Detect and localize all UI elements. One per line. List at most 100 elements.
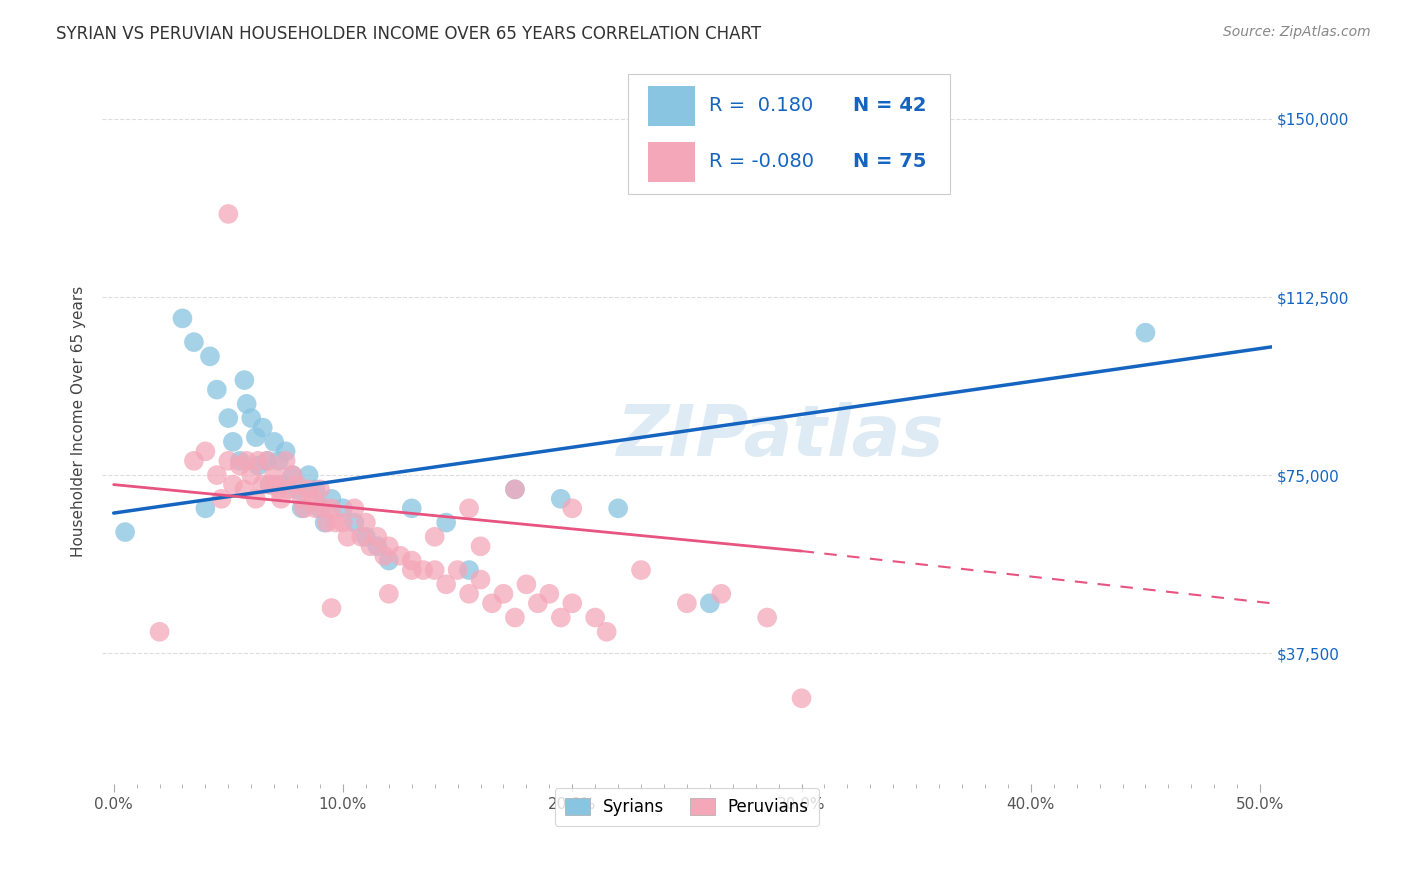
Point [209, 491, 232, 506]
Point [194, 444, 217, 458]
Point [245, 491, 267, 506]
Point [321, 501, 343, 516]
Point [297, 468, 319, 483]
Point [183, 454, 205, 468]
Point [235, 454, 257, 468]
Text: SYRIAN VS PERUVIAN HOUSEHOLDER INCOME OVER 65 YEARS CORRELATION CHART: SYRIAN VS PERUVIAN HOUSEHOLDER INCOME OV… [56, 25, 762, 43]
Point [229, 458, 252, 473]
Point [343, 501, 366, 516]
Point [281, 468, 304, 483]
Point [325, 516, 347, 530]
Point [235, 397, 257, 411]
Point [354, 516, 377, 530]
Point [316, 516, 339, 530]
Point [291, 501, 314, 516]
Text: R = -0.080: R = -0.080 [709, 153, 814, 171]
Point [233, 483, 256, 497]
Point [292, 501, 315, 516]
Point [217, 411, 239, 425]
FancyBboxPatch shape [628, 74, 950, 194]
Point [245, 430, 267, 444]
Point [222, 477, 245, 491]
Text: Source: ZipAtlas.com: Source: ZipAtlas.com [1223, 25, 1371, 39]
Point [550, 610, 572, 624]
Point [434, 516, 457, 530]
Point [389, 549, 412, 563]
Text: R =  0.180: R = 0.180 [709, 96, 813, 115]
Point [481, 596, 503, 610]
Point [458, 563, 481, 577]
Point [332, 516, 354, 530]
Point [492, 587, 515, 601]
Point [267, 454, 290, 468]
Point [676, 596, 699, 610]
Point [527, 596, 550, 610]
Point [583, 610, 606, 624]
Point [366, 539, 388, 553]
Point [217, 454, 239, 468]
Point [148, 624, 170, 639]
Text: N = 42: N = 42 [853, 96, 927, 115]
Point [240, 411, 263, 425]
Point [247, 458, 270, 473]
Point [503, 483, 526, 497]
Point [373, 549, 395, 563]
Point [378, 553, 401, 567]
Point [304, 501, 326, 516]
Point [277, 483, 299, 497]
Point [252, 477, 274, 491]
Point [378, 587, 401, 601]
Point [321, 491, 343, 506]
Point [309, 501, 332, 516]
Point [434, 577, 457, 591]
Point [297, 483, 319, 497]
Point [309, 483, 332, 497]
Point [263, 434, 285, 449]
Point [274, 444, 297, 458]
Point [401, 553, 423, 567]
Point [256, 454, 278, 468]
Point [217, 207, 239, 221]
Point [314, 516, 336, 530]
Point [263, 468, 285, 483]
Point [285, 477, 308, 491]
Point [172, 311, 194, 326]
Point [595, 624, 617, 639]
Point [458, 587, 481, 601]
Point [630, 563, 652, 577]
Legend: Syrians, Peruvians: Syrians, Peruvians [555, 788, 818, 826]
Point [259, 477, 281, 491]
Point [359, 539, 381, 553]
Point [446, 563, 468, 577]
Point [538, 587, 561, 601]
Y-axis label: Householder Income Over 65 years: Householder Income Over 65 years [72, 286, 86, 558]
Point [233, 373, 256, 387]
Point [1135, 326, 1157, 340]
Point [281, 468, 304, 483]
Point [401, 501, 423, 516]
Point [332, 501, 354, 516]
Point [183, 335, 205, 350]
Point [205, 383, 228, 397]
Point [607, 501, 630, 516]
Point [756, 610, 779, 624]
Point [259, 477, 281, 491]
Point [790, 691, 813, 706]
Point [270, 491, 292, 506]
Point [267, 483, 290, 497]
Point [412, 563, 434, 577]
Point [240, 468, 263, 483]
Point [699, 596, 721, 610]
Point [458, 501, 481, 516]
Point [247, 454, 270, 468]
Point [423, 563, 446, 577]
Point [470, 573, 492, 587]
Point [515, 577, 537, 591]
Text: ZIPatlas: ZIPatlas [617, 401, 945, 471]
Point [343, 516, 366, 530]
FancyBboxPatch shape [648, 142, 695, 182]
Point [350, 530, 373, 544]
Point [302, 491, 325, 506]
FancyBboxPatch shape [648, 86, 695, 126]
Point [710, 587, 733, 601]
